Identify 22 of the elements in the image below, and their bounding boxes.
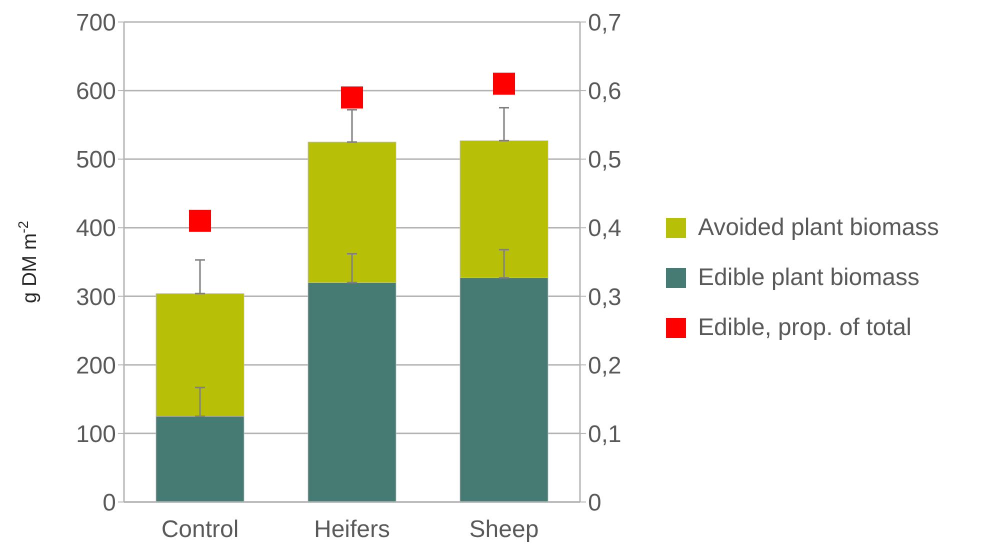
legend-label: Avoided plant biomass bbox=[698, 214, 940, 242]
legend-label: Edible, prop. of total bbox=[698, 314, 912, 342]
y-tick-label: 100 bbox=[76, 420, 116, 448]
y-tick-label: 600 bbox=[76, 78, 116, 106]
y2-tick-label: 0,1 bbox=[588, 420, 622, 448]
y2-tick-label: 0,3 bbox=[588, 284, 622, 311]
y2-tick-label: 0,7 bbox=[588, 10, 622, 37]
y-tick-label: 0 bbox=[102, 490, 116, 517]
y2-tick-label: 0,4 bbox=[588, 215, 622, 242]
x-tick-label: Heifers bbox=[314, 516, 390, 544]
y2-tick-label: 0,6 bbox=[588, 78, 622, 106]
y-tick-label: 500 bbox=[76, 146, 116, 174]
y2-tick-label: 0,5 bbox=[588, 146, 622, 174]
y2-tick-label: 0 bbox=[588, 490, 602, 517]
y-tick-label: 200 bbox=[76, 352, 116, 380]
y2-tick-label: 0,2 bbox=[588, 352, 622, 380]
x-tick-label: Control bbox=[161, 516, 239, 544]
y-tick-label: 400 bbox=[76, 215, 116, 242]
y-tick-label: 700 bbox=[76, 10, 116, 37]
x-tick-label: Sheep bbox=[469, 516, 539, 544]
legend-label: Edible plant biomass bbox=[698, 264, 920, 292]
y-tick-label: 300 bbox=[76, 284, 116, 311]
